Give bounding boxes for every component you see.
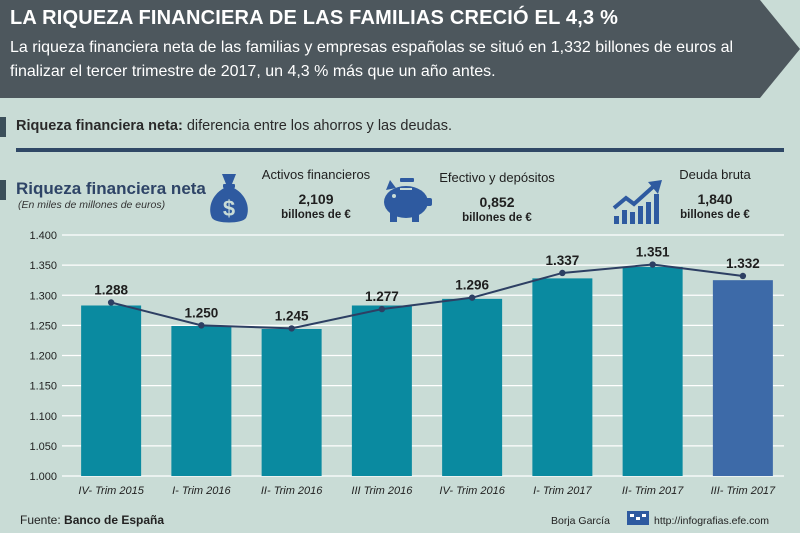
trend-line: [110, 263, 744, 330]
stat-deuda: Deuda bruta 1,840 billones de €: [660, 167, 770, 221]
x-tick-label: I- Trim 2016: [172, 485, 231, 497]
bar: [261, 328, 322, 476]
x-tick-label: II- Trim 2017: [622, 485, 684, 497]
stat-efectivo-unit: billones de €: [462, 212, 532, 224]
y-tick-label: 1.250: [29, 320, 57, 332]
y-tick-label: 1.000: [29, 471, 57, 483]
line-point: [468, 294, 476, 301]
data-label: 1.351: [636, 245, 670, 260]
stat-deuda-value: 1,840: [697, 191, 733, 207]
x-tick-label: III Trim 2016: [351, 485, 413, 497]
section-title: Riqueza financiera neta: [16, 179, 206, 198]
bar-chart: 1.000 1.050 1.100 1.150 1.200 1.250 1.300 1.350…: [29, 230, 784, 497]
line-point: [649, 261, 656, 268]
stat-efectivo-value: 0,852: [479, 194, 515, 210]
footer-author: Borja García: [551, 515, 610, 527]
footer-source-label: Fuente:: [20, 513, 65, 527]
svg-text:$: $: [223, 196, 235, 221]
banner-shape: [0, 0, 800, 98]
bar: [81, 305, 142, 476]
bar: [712, 280, 773, 476]
stat-activos-label: Activos financieros: [261, 167, 371, 182]
y-tick-label: 1.300: [29, 290, 57, 302]
y-tick-label: 1.050: [29, 441, 57, 453]
data-label: 1.332: [726, 256, 760, 271]
data-label: 1.337: [545, 253, 579, 268]
line-point: [198, 322, 205, 329]
y-tick-label: 1.400: [29, 230, 57, 242]
x-tick-label: III- Trim 2017: [711, 485, 776, 497]
footer-source-name: Banco de España: [64, 513, 165, 527]
x-tick-label: IV- Trim 2015: [78, 485, 144, 497]
y-tick-label: 1.350: [29, 260, 57, 272]
data-label: 1.250: [184, 305, 218, 320]
definition-text: Riqueza financiera neta: diferencia entr…: [16, 118, 452, 134]
stat-activos-value: 2,109: [298, 191, 334, 207]
bar: [532, 278, 593, 476]
money-bag-icon: $: [210, 174, 248, 223]
definition-bar: Riqueza financiera neta: diferencia entr…: [0, 108, 800, 146]
bar: [351, 305, 412, 476]
line-point: [739, 272, 747, 280]
line-point: [107, 299, 115, 306]
y-tick-label: 1.200: [29, 351, 57, 363]
data-label: 1.245: [275, 308, 309, 323]
stat-activos: Activos financieros 2,109 billones de €: [246, 167, 386, 221]
section-subtitle: (En miles de millones de euros): [18, 199, 166, 211]
data-label: 1.277: [365, 289, 399, 304]
x-tick-label: II- Trim 2016: [261, 485, 323, 497]
efe-logo-icon: [627, 511, 649, 525]
bar: [171, 325, 232, 476]
growth-chart-icon: [612, 180, 662, 224]
definition-marker: [0, 117, 6, 137]
piggy-bank-icon: [384, 178, 432, 222]
y-tick-label: 1.150: [29, 381, 57, 393]
y-tick-label: 1.100: [29, 411, 57, 423]
section-divider: [16, 148, 784, 152]
stat-deuda-label: Deuda bruta: [679, 167, 751, 182]
footer-url[interactable]: http://infografias.efe.com: [654, 515, 769, 527]
footer-source: Fuente: Banco de España: [20, 513, 164, 527]
line-point: [288, 325, 295, 332]
x-tick-label: I- Trim 2017: [533, 485, 592, 497]
definition-term: Riqueza financiera neta:: [16, 118, 183, 134]
stat-efectivo-label: Efectivo y depósitos: [439, 170, 555, 185]
x-tick-label: IV- Trim 2016: [439, 485, 505, 497]
bar: [442, 298, 503, 476]
page-title: LA RIQUEZA FINANCIERA DE LAS FAMILIAS CR…: [10, 7, 619, 29]
section-marker: [0, 180, 6, 200]
stat-activos-unit: billones de €: [281, 209, 351, 221]
stat-deuda-unit: billones de €: [680, 209, 750, 221]
definition-description: diferencia entre los ahorros y las deuda…: [182, 118, 453, 134]
data-label: 1.296: [455, 278, 489, 293]
stat-efectivo: Efectivo y depósitos 0,852 billones de €: [432, 170, 562, 224]
bar: [622, 266, 683, 476]
data-label: 1.288: [94, 282, 128, 297]
line-point: [378, 305, 386, 313]
page-subtitle: La riqueza financiera neta de las famili…: [10, 39, 734, 80]
header-banner: LA RIQUEZA FINANCIERA DE LAS FAMILIAS CR…: [0, 0, 800, 98]
line-point: [559, 269, 566, 277]
